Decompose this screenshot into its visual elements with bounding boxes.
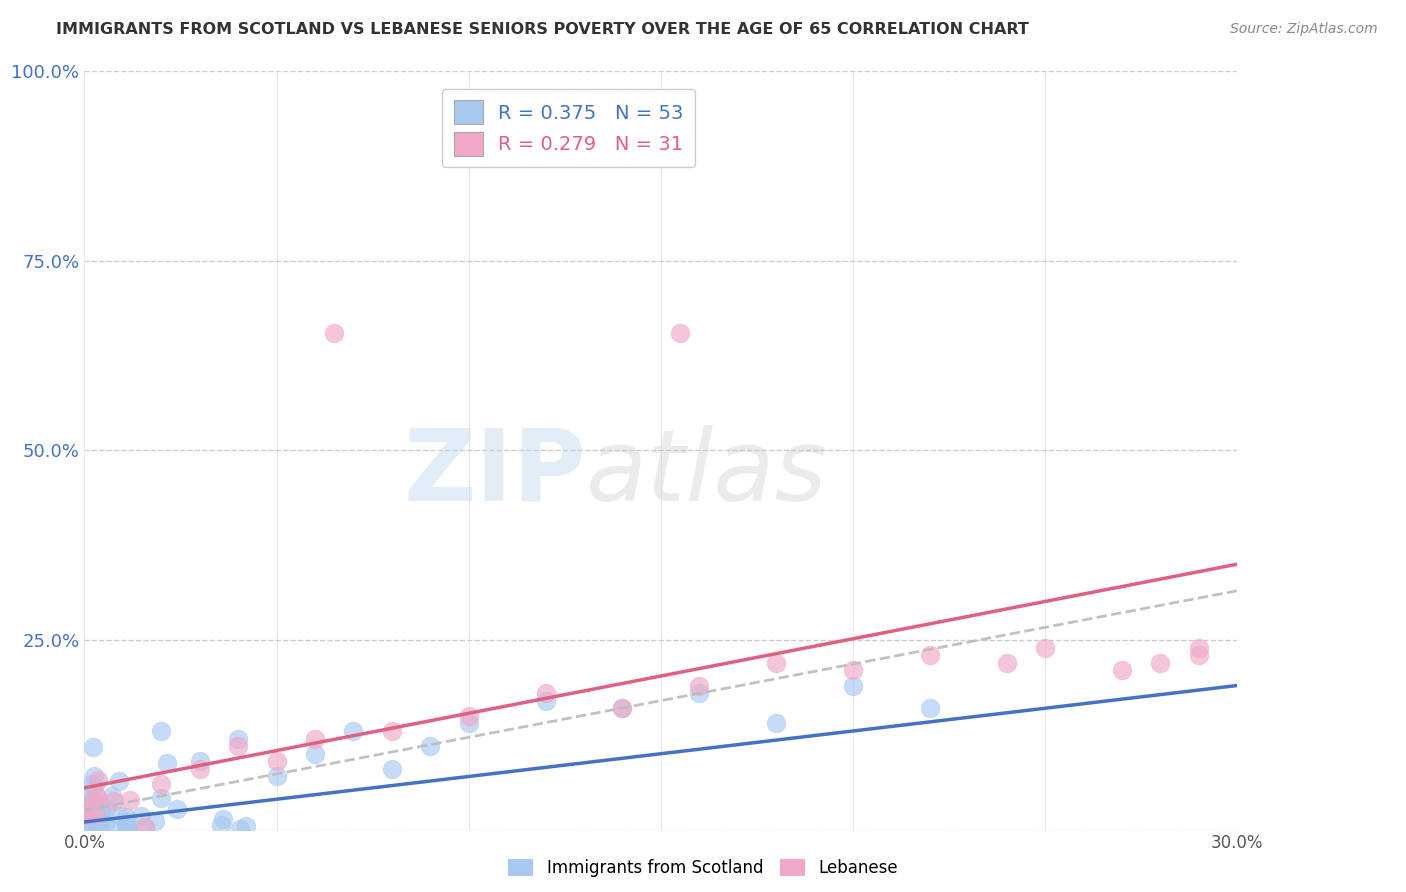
Point [82, 777, 104, 791]
Point [211, 818, 233, 832]
Point [134, 820, 156, 834]
Point [226, 739, 249, 753]
Point [84, 789, 107, 803]
Point [1188, 648, 1211, 662]
Point [381, 762, 404, 776]
Point [83, 780, 105, 794]
Point [89, 814, 111, 828]
Point [86, 807, 108, 822]
Point [842, 678, 865, 692]
Point [77, 808, 100, 822]
Point [94, 801, 117, 815]
Point [83, 769, 105, 783]
Point [995, 656, 1018, 670]
Point [134, 820, 156, 834]
Point [765, 656, 787, 670]
Point [612, 701, 634, 715]
Point [419, 739, 441, 753]
Text: IMMIGRANTS FROM SCOTLAND VS LEBANESE SENIORS POVERTY OVER THE AGE OF 65 CORRELAT: IMMIGRANTS FROM SCOTLAND VS LEBANESE SEN… [56, 22, 1029, 37]
Point [235, 819, 257, 833]
Point [688, 678, 710, 692]
Point [150, 777, 173, 791]
Point [82, 740, 104, 755]
Point [188, 755, 211, 769]
Point [156, 756, 179, 771]
Point [212, 812, 235, 826]
Point [89, 818, 111, 832]
Point [77, 804, 100, 818]
Text: ZIP: ZIP [404, 425, 586, 522]
Point [115, 815, 138, 830]
Point [266, 755, 288, 769]
Point [765, 716, 787, 731]
Point [77, 807, 100, 822]
Point [323, 326, 346, 340]
Text: Source: ZipAtlas.com: Source: ZipAtlas.com [1230, 22, 1378, 37]
Point [918, 648, 941, 662]
Point [342, 724, 364, 739]
Point [534, 694, 557, 708]
Point [304, 747, 326, 761]
Point [107, 807, 129, 822]
Point [842, 664, 865, 678]
Point [1111, 664, 1133, 678]
Point [77, 792, 100, 806]
Point [1033, 640, 1056, 655]
Point [94, 816, 117, 830]
Point [669, 326, 692, 340]
Point [80, 815, 103, 830]
Point [77, 795, 100, 809]
Point [100, 821, 122, 835]
Legend: R = 0.375   N = 53, R = 0.279   N = 31: R = 0.375 N = 53, R = 0.279 N = 31 [441, 88, 696, 167]
Point [918, 701, 941, 715]
Point [226, 731, 249, 746]
Point [86, 790, 108, 805]
Point [188, 762, 211, 776]
Point [304, 731, 326, 746]
Point [101, 789, 124, 804]
Point [90, 805, 112, 820]
Point [150, 724, 173, 739]
Point [77, 797, 100, 812]
Point [115, 809, 138, 823]
Legend: Immigrants from Scotland, Lebanese: Immigrants from Scotland, Lebanese [502, 852, 904, 884]
Point [87, 772, 110, 787]
Point [77, 799, 100, 814]
Point [229, 822, 252, 836]
Point [114, 820, 136, 834]
Point [266, 769, 288, 784]
Point [1149, 656, 1171, 670]
Point [143, 814, 166, 829]
Point [117, 821, 139, 835]
Point [83, 816, 105, 830]
Point [118, 793, 141, 807]
Point [103, 794, 125, 808]
Point [688, 686, 710, 700]
Text: atlas: atlas [586, 425, 828, 522]
Point [457, 708, 479, 723]
Point [82, 822, 104, 836]
Point [117, 822, 139, 836]
Point [90, 799, 112, 814]
Point [149, 790, 172, 805]
Point [1188, 640, 1211, 655]
Point [107, 774, 129, 789]
Point [84, 794, 107, 808]
Point [381, 724, 404, 739]
Point [129, 808, 152, 822]
Point [166, 802, 188, 816]
Point [77, 817, 100, 831]
Point [457, 716, 479, 731]
Point [612, 701, 634, 715]
Point [534, 686, 557, 700]
